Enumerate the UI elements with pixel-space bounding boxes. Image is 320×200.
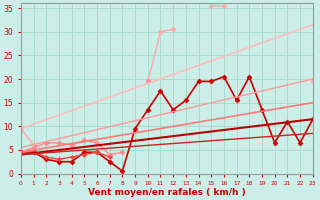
X-axis label: Vent moyen/en rafales ( km/h ): Vent moyen/en rafales ( km/h ) xyxy=(88,188,246,197)
